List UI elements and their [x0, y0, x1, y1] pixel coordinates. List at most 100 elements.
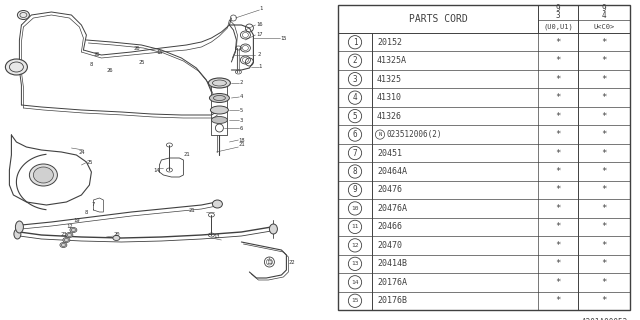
Ellipse shape: [212, 200, 223, 208]
Text: *: *: [602, 186, 607, 195]
Text: 25: 25: [138, 60, 145, 65]
Text: 15: 15: [351, 298, 359, 303]
Text: *: *: [556, 296, 561, 305]
Text: *: *: [556, 112, 561, 121]
Text: U<C0>: U<C0>: [593, 24, 614, 30]
Text: 11: 11: [266, 260, 273, 265]
Text: 11: 11: [351, 224, 359, 229]
Text: 7: 7: [353, 148, 357, 157]
Text: *: *: [602, 130, 607, 139]
Text: 023512006(2): 023512006(2): [387, 130, 442, 139]
Ellipse shape: [70, 228, 77, 233]
Text: 20476A: 20476A: [377, 204, 407, 213]
Text: *: *: [556, 167, 561, 176]
Text: 14: 14: [153, 167, 159, 172]
Text: 13: 13: [213, 235, 220, 239]
Text: 21: 21: [188, 207, 195, 212]
Text: 12: 12: [66, 225, 73, 229]
Text: 26: 26: [93, 52, 100, 58]
Text: 15: 15: [156, 50, 163, 54]
Text: 6: 6: [353, 130, 357, 139]
Text: *: *: [602, 278, 607, 287]
Text: 20476: 20476: [377, 186, 402, 195]
Text: 20470: 20470: [377, 241, 402, 250]
Ellipse shape: [33, 167, 53, 183]
Text: 10: 10: [351, 206, 359, 211]
Text: *: *: [556, 38, 561, 47]
Text: 9: 9: [353, 186, 357, 195]
Text: 6: 6: [240, 125, 243, 131]
Ellipse shape: [63, 237, 70, 243]
Text: *: *: [556, 186, 561, 195]
Text: 41326: 41326: [377, 112, 402, 121]
Text: *: *: [602, 112, 607, 121]
Text: 20: 20: [113, 233, 120, 237]
Text: 7: 7: [92, 203, 95, 207]
Text: 21: 21: [238, 142, 244, 148]
Text: 21: 21: [183, 153, 189, 157]
Text: 3: 3: [353, 75, 357, 84]
Text: 8: 8: [84, 210, 88, 214]
Text: *: *: [556, 204, 561, 213]
Ellipse shape: [60, 243, 67, 247]
Text: 3: 3: [240, 117, 243, 123]
Text: 8: 8: [90, 62, 93, 68]
Text: PARTS CORD: PARTS CORD: [408, 14, 467, 24]
Ellipse shape: [5, 59, 28, 75]
Text: 5: 5: [240, 108, 243, 113]
Text: *: *: [556, 75, 561, 84]
Text: *: *: [602, 204, 607, 213]
Text: 41325: 41325: [377, 75, 402, 84]
Text: 12: 12: [351, 243, 359, 248]
Text: 5: 5: [353, 112, 357, 121]
Text: A201A00052: A201A00052: [582, 318, 628, 320]
Text: 8: 8: [353, 167, 357, 176]
Text: 4: 4: [353, 93, 357, 102]
Ellipse shape: [269, 224, 277, 234]
Ellipse shape: [211, 106, 228, 114]
Text: *: *: [556, 148, 561, 157]
Text: 1: 1: [260, 5, 263, 11]
Text: 1: 1: [353, 38, 357, 47]
Ellipse shape: [17, 11, 29, 20]
Text: 2: 2: [353, 56, 357, 65]
Text: 26: 26: [106, 68, 113, 73]
Text: *: *: [602, 167, 607, 176]
Text: 20414B: 20414B: [377, 259, 407, 268]
Text: N: N: [378, 132, 381, 137]
Text: 4: 4: [240, 94, 243, 100]
Text: 26: 26: [133, 45, 140, 51]
Text: 25: 25: [86, 159, 93, 164]
Text: *: *: [556, 56, 561, 65]
Text: *: *: [602, 93, 607, 102]
Text: *: *: [602, 259, 607, 268]
Text: 9
4: 9 4: [602, 4, 606, 20]
Text: *: *: [556, 222, 561, 231]
Text: 22: 22: [288, 260, 294, 265]
Text: 13: 13: [351, 261, 359, 266]
Text: *: *: [602, 148, 607, 157]
Text: 24: 24: [78, 149, 84, 155]
Text: 20464A: 20464A: [377, 167, 407, 176]
Text: 2: 2: [258, 52, 261, 58]
Ellipse shape: [15, 221, 24, 233]
Text: 2: 2: [240, 81, 243, 85]
Text: *: *: [602, 222, 607, 231]
Text: 41325A: 41325A: [377, 56, 407, 65]
Ellipse shape: [209, 78, 230, 88]
Ellipse shape: [211, 116, 227, 124]
Text: *: *: [556, 241, 561, 250]
Ellipse shape: [209, 93, 229, 102]
Text: 20152: 20152: [377, 38, 402, 47]
Text: 18: 18: [238, 138, 244, 142]
Text: 16: 16: [256, 22, 262, 28]
Text: *: *: [602, 75, 607, 84]
Text: 20176A: 20176A: [377, 278, 407, 287]
Text: (U0,U1): (U0,U1): [543, 24, 573, 30]
Text: *: *: [556, 259, 561, 268]
Ellipse shape: [29, 164, 58, 186]
Text: 17: 17: [256, 33, 262, 37]
Ellipse shape: [14, 229, 21, 239]
Ellipse shape: [113, 236, 120, 241]
Text: 15: 15: [280, 36, 287, 41]
